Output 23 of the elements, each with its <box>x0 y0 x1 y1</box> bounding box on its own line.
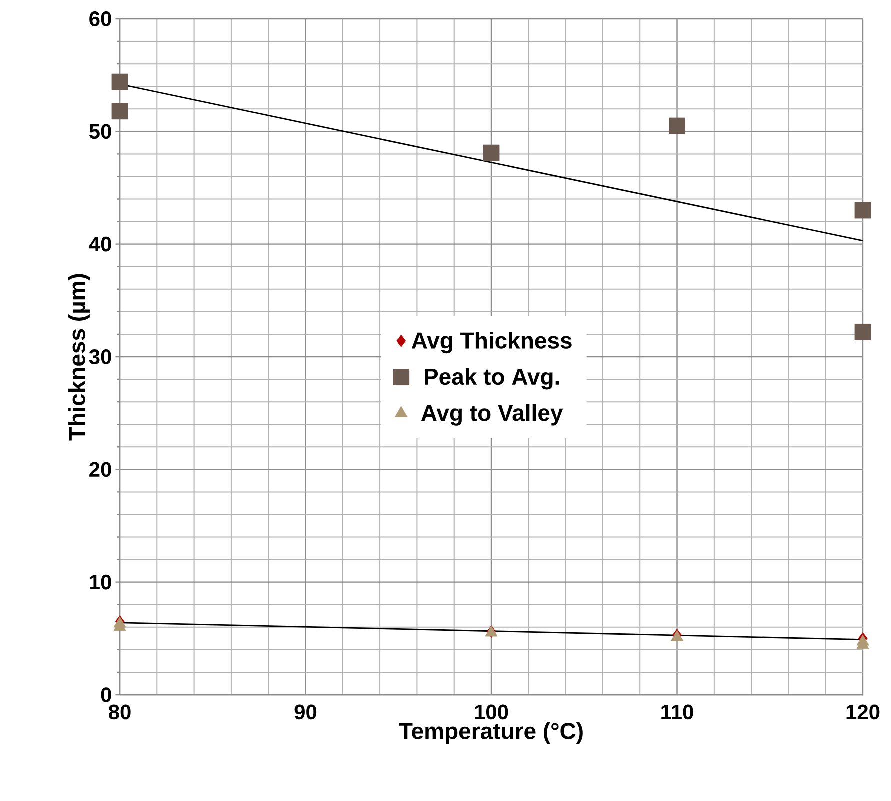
y-tick-label: 10 <box>90 574 112 590</box>
x-tick-label: 120 <box>846 704 880 720</box>
legend-label: Peak to Avg. <box>425 368 560 390</box>
x-tick-label: 80 <box>108 704 131 720</box>
x-tick-label: 100 <box>475 704 508 720</box>
point <box>112 103 128 120</box>
y-tick-label: 60 <box>90 12 112 26</box>
y-tick-label: 0 <box>101 688 112 702</box>
y-axis-title: Thickness (µm) <box>68 274 90 441</box>
x-axis-title: Temperature (°C) <box>399 722 583 744</box>
legend-label: Avg Thickness <box>412 332 572 354</box>
point <box>854 324 872 340</box>
x-tick-label: 110 <box>662 704 694 720</box>
point <box>669 118 686 134</box>
x-tick-label: 90 <box>294 704 317 720</box>
y-tick-label: 30 <box>89 350 112 364</box>
y-tick-label: 40 <box>89 236 112 252</box>
y-tick-label: 20 <box>90 462 112 478</box>
y-tick-label: 50 <box>89 124 112 140</box>
point <box>854 202 872 219</box>
point <box>112 74 128 90</box>
legend-label: Avg to Valley <box>422 404 564 426</box>
point <box>483 144 500 162</box>
